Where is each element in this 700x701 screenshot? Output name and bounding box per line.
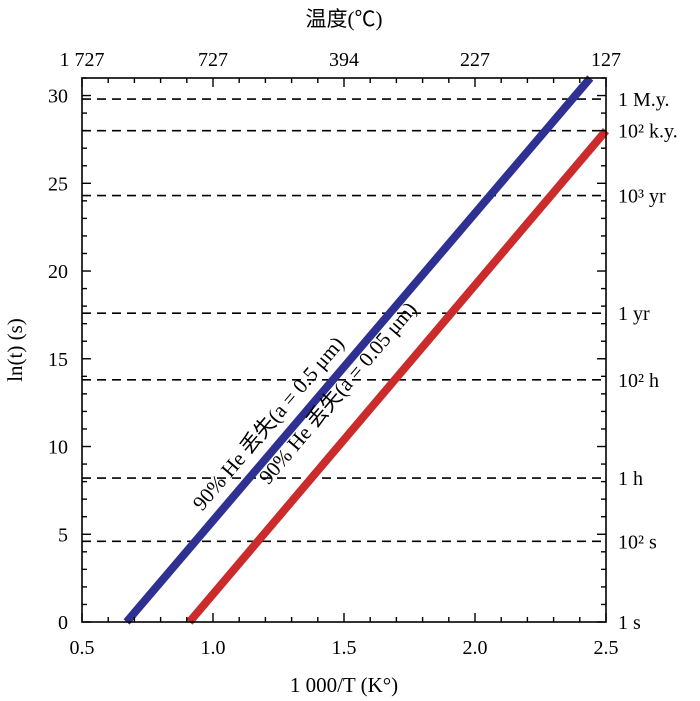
top-tick-label-2: 394 (329, 49, 359, 71)
x-axis-title: 1 000/T (K°) (290, 673, 398, 697)
x-tick-label-2: 1.5 (332, 637, 357, 659)
y-axis-title: ln(t) (s) (3, 318, 27, 382)
top-tick-label-0: 1 727 (60, 49, 105, 71)
y-tick-label-3: 15 (48, 349, 68, 371)
top-tick-label-4: 127 (591, 49, 621, 71)
x-tick-label-3: 2.0 (463, 637, 488, 659)
reference-label-4: 1 yr (618, 303, 650, 325)
reference-label-0: 1 s (618, 612, 641, 634)
x-tick-label-1: 1.0 (201, 637, 226, 659)
top-tick-label-3: 227 (460, 49, 490, 71)
y-tick-label-2: 10 (48, 437, 68, 459)
axis-labels: 1 s 10² s 1 h 10² h 1 yr 10³ yr 10² k.y. 1 M.y.… (48, 49, 678, 659)
reference-label-1: 10² s (618, 531, 657, 553)
axis-ticks (81, 77, 607, 623)
reference-label-7: 1 M.y. (618, 89, 669, 111)
reference-lines (82, 98, 606, 543)
top-axis-title: 温度(℃) (306, 7, 383, 31)
y-tick-label-5: 25 (48, 173, 68, 195)
series-line-1 (186, 128, 610, 625)
x-tick-label-0: 0.5 (70, 637, 95, 659)
reference-label-6: 10² k.y. (618, 121, 678, 143)
y-tick-label-1: 5 (58, 524, 68, 546)
reference-label-5: 10³ yr (618, 186, 666, 208)
y-tick-label-0: 0 (58, 612, 68, 634)
series-line-0 (123, 75, 594, 625)
y-tick-label-4: 20 (48, 261, 68, 283)
series-lines (123, 75, 610, 625)
reference-label-3: 10² h (618, 370, 659, 392)
y-tick-label-6: 30 (48, 86, 68, 108)
reference-label-2: 1 h (618, 468, 643, 490)
x-tick-label-4: 2.5 (594, 637, 619, 659)
top-tick-label-1: 727 (198, 49, 228, 71)
